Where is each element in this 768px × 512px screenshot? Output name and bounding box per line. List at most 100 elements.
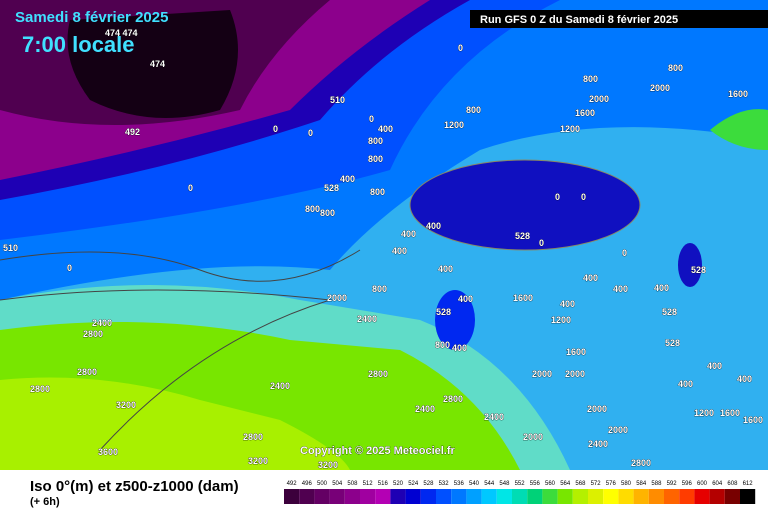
contour-label: 2800: [83, 329, 103, 339]
contour-label: 1600: [728, 89, 748, 99]
contour-label: 800: [372, 284, 387, 294]
legend-label: 552: [515, 481, 526, 487]
contour-label: 2000: [327, 293, 347, 303]
legend-label: 500: [317, 481, 328, 487]
legend-swatch: [466, 489, 482, 504]
contour-label: 528: [515, 231, 530, 241]
contour-label: 800: [368, 154, 383, 164]
run: Run GFS 0 Z du Samedi 8 février 2025: [480, 14, 678, 26]
legend: 492 496 500 504 508 512 516 520 524 528 532 536 540 5…: [284, 481, 756, 504]
contour-label: 800: [368, 136, 383, 146]
contour-label: 528: [324, 183, 339, 193]
legend-swatch: [390, 489, 406, 504]
contour-label: 1600: [566, 347, 586, 357]
contour-label: 800: [466, 105, 481, 115]
contour-label: 2400: [484, 412, 504, 422]
contour-label: 800: [370, 187, 385, 197]
contour-label: 0: [273, 124, 278, 134]
contour-label: 400: [583, 273, 598, 283]
contour-label: 2000: [608, 425, 628, 435]
legend-label: 548: [499, 481, 510, 487]
contour-label: 2800: [631, 458, 651, 468]
legend-label: 556: [530, 481, 541, 487]
legend-swatch: [648, 489, 664, 504]
contour-label: 2000: [532, 369, 552, 379]
legend-label: 596: [682, 481, 693, 487]
legend-swatch: [299, 489, 315, 504]
legend-swatch: [344, 489, 360, 504]
contour-label: 1600: [720, 408, 740, 418]
contour-label: 2000: [587, 404, 607, 414]
legend-swatch: [664, 489, 680, 504]
contour-label: 3200: [318, 460, 338, 470]
legend-label: 568: [575, 481, 586, 487]
contour-label: 0: [308, 128, 313, 138]
contour-label: 0: [188, 183, 193, 193]
legend-label: 520: [393, 481, 404, 487]
contour-label: 2400: [270, 381, 290, 391]
contour-label: 2800: [243, 432, 263, 442]
contour-label: 3200: [116, 400, 136, 410]
legend-label: 564: [560, 481, 571, 487]
contour-label: 400: [560, 299, 575, 309]
legend-swatch: [603, 489, 619, 504]
contour-label: 2800: [77, 367, 97, 377]
legend-swatch: [284, 489, 300, 504]
contour-label: 400: [378, 124, 393, 134]
legend-label: 504: [332, 481, 343, 487]
contour-label: 1200: [444, 120, 464, 130]
contour-label: 528: [665, 338, 680, 348]
legend-swatch: [694, 489, 710, 504]
legend-swatch: [542, 489, 558, 504]
contour-label: 400: [401, 229, 416, 239]
contour-label: 800: [435, 340, 450, 350]
contour-label: 800: [305, 204, 320, 214]
legend-label: 496: [302, 481, 313, 487]
contour-label: 0: [581, 192, 586, 202]
legend-label: 524: [408, 481, 419, 487]
legend-swatch: [724, 489, 740, 504]
contour-label: 2400: [415, 404, 435, 414]
contour-label: 1200: [551, 315, 571, 325]
contour-label: 1600: [743, 415, 763, 425]
contour-label: 400: [392, 246, 407, 256]
legend-label: 592: [667, 481, 678, 487]
contour-label: 800: [583, 74, 598, 84]
contour-label: 2400: [92, 318, 112, 328]
legend-swatch: [512, 489, 528, 504]
legend-label: 588: [651, 481, 662, 487]
contour-label: 400: [340, 174, 355, 184]
contour-label: 0: [622, 248, 627, 258]
contour-label: 2000: [523, 432, 543, 442]
legend-label: 516: [378, 481, 389, 487]
legend-swatch: [618, 489, 634, 504]
contour-label: 2000: [650, 83, 670, 93]
legend-label: 608: [727, 481, 738, 487]
contour-label: 0: [369, 114, 374, 124]
contour-label: 400: [438, 264, 453, 274]
legend-swatch: [405, 489, 421, 504]
contour-label: 0: [67, 263, 72, 273]
contour-label: 2800: [368, 369, 388, 379]
legend-swatch: [588, 489, 604, 504]
contour-label: 2800: [30, 384, 50, 394]
legend-label: 560: [545, 481, 556, 487]
contour-label: 0: [458, 43, 463, 53]
contour-label: 400: [613, 284, 628, 294]
contour-label: 528: [662, 307, 677, 317]
run-box: [470, 10, 768, 28]
date: Samedi 8 février 2025: [15, 9, 168, 26]
contour-label: 1200: [560, 124, 580, 134]
contour-label: 510: [330, 95, 345, 105]
legend-label: 544: [484, 481, 495, 487]
legend-swatch: [496, 489, 512, 504]
contour-label: 1200: [694, 408, 714, 418]
legend-swatch: [572, 489, 588, 504]
contour-label: 2000: [589, 94, 609, 104]
contour-label: 2400: [357, 314, 377, 324]
contour-label: 400: [458, 294, 473, 304]
legend-swatch: [329, 489, 345, 504]
legend-swatch: [360, 489, 376, 504]
